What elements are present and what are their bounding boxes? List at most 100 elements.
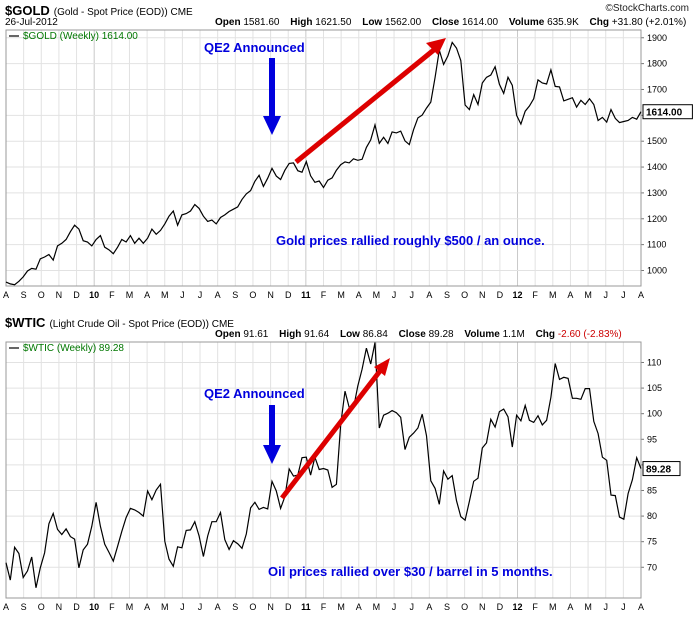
- legend-line-sample-icon: [9, 35, 19, 37]
- x-axis-tick-label: J: [180, 602, 185, 612]
- gold-qe2-annotation: QE2 Announced: [204, 40, 305, 55]
- x-axis-tick-label: J: [621, 290, 626, 300]
- last-price-box: [642, 104, 693, 120]
- legend-line-sample-icon: [9, 347, 19, 349]
- x-axis-tick-label: 10: [89, 602, 99, 612]
- x-axis-tick-label: 11: [301, 602, 311, 612]
- x-axis-tick-label: M: [161, 290, 169, 300]
- x-axis-tick-label: J: [603, 290, 608, 300]
- gold-header: $GOLD (Gold - Spot Price (EOD)) CME: [5, 2, 193, 20]
- x-axis-tick-label: J: [198, 290, 203, 300]
- low-value: 1562.00: [385, 17, 422, 28]
- x-axis-tick-label: M: [126, 602, 134, 612]
- y-axis-tick-label: 110: [647, 357, 661, 367]
- x-axis-tick-label: A: [215, 290, 221, 300]
- x-axis-tick-label: A: [356, 602, 362, 612]
- volume-value: 635.9K: [547, 17, 579, 28]
- quote-open: Open 91.61: [215, 329, 268, 340]
- x-axis-tick-label: F: [321, 290, 327, 300]
- x-axis-tick-label: D: [497, 602, 504, 612]
- oil-rally-arrow-icon: [280, 358, 390, 500]
- x-axis-tick-label: D: [285, 602, 292, 612]
- close-value: 1614.00: [461, 17, 499, 28]
- x-axis-tick-label: M: [126, 290, 134, 300]
- y-axis-tick-label: 1200: [647, 214, 667, 224]
- x-axis-tick-label: M: [373, 290, 381, 300]
- y-axis-tick-label: 100: [647, 409, 662, 419]
- oil-rally-note: Oil prices rallied over $30 / barrel in …: [268, 564, 553, 579]
- last-price-box: [642, 461, 681, 477]
- gold-rally-note: Gold prices rallied roughly $500 / an ou…: [276, 233, 545, 248]
- y-axis-tick-label: 105: [647, 383, 662, 393]
- y-axis-tick-label: 1300: [647, 188, 667, 198]
- x-axis-tick-label: D: [73, 290, 80, 300]
- y-axis-tick-label: 95: [647, 434, 657, 444]
- quote-low: Low 1562.00: [362, 17, 421, 28]
- x-axis-tick-label: M: [549, 602, 557, 612]
- x-axis-tick-label: D: [285, 290, 292, 300]
- quote-close: Close 89.28: [399, 329, 454, 340]
- x-axis-tick-label: M: [584, 290, 592, 300]
- x-axis-tick-label: F: [109, 290, 115, 300]
- open-value: 91.61: [243, 329, 269, 340]
- x-axis-tick-label: S: [21, 290, 27, 300]
- price-line: [5, 342, 642, 588]
- x-axis-tick-label: J: [392, 290, 397, 300]
- x-axis-tick-label: N: [56, 602, 63, 612]
- low-value: 86.84: [362, 329, 388, 340]
- oil-legend-label: $WTIC (Weekly) 89.28: [23, 343, 124, 354]
- gold-chart-panel: A S O N D 10 F M A M J J A S O N D 11 F M A M J J A S O N D 12 F M A M J J A…: [3, 2, 693, 300]
- oil-legend: $WTIC (Weekly) 89.28: [9, 343, 124, 354]
- chg-label: Chg: [589, 17, 609, 28]
- y-axis-tick-label: 85: [647, 485, 657, 495]
- quote-high: High 91.64: [279, 329, 329, 340]
- gold-date: 26-Jul-2012: [5, 17, 58, 28]
- y-axis-tick-label: 1700: [647, 84, 667, 94]
- x-axis-tick-label: N: [267, 290, 274, 300]
- y-axis-tick-label: 1400: [647, 162, 667, 172]
- y-axis-tick-label: 1500: [647, 136, 667, 146]
- x-axis-tick-label: N: [267, 602, 274, 612]
- oil-chart-panel: A S O N D 10 F M A M J J A S O N D 11 F M A M J J A S O N D 12 F M A M J J A…: [0, 312, 695, 624]
- x-axis-tick-label: N: [479, 602, 486, 612]
- x-axis-tick-label: A: [638, 290, 644, 300]
- stockcharts-watermark: ©StockCharts.com: [605, 3, 689, 14]
- x-axis-tick-label: J: [392, 602, 397, 612]
- plot-border: [5, 29, 642, 287]
- open-label: Open: [215, 329, 241, 340]
- oil-symbol: $WTIC: [5, 315, 46, 330]
- x-axis-tick-label: A: [567, 290, 573, 300]
- gold-symbol: $GOLD: [5, 3, 50, 18]
- x-axis-tick-label: N: [479, 290, 486, 300]
- volume-label: Volume: [464, 329, 500, 340]
- quote-volume: Volume 1.1M: [464, 329, 524, 340]
- x-axis-tick-label: S: [444, 602, 450, 612]
- x-axis-tick-label: J: [409, 290, 414, 300]
- x-axis-tick-label: O: [249, 290, 256, 300]
- y-axis-tick-label: 1000: [647, 265, 667, 275]
- x-axis-tick-label: J: [603, 602, 608, 612]
- quote-high: High 1621.50: [290, 17, 351, 28]
- x-axis-tick-label: S: [21, 602, 27, 612]
- x-axis-tick-label: M: [161, 602, 169, 612]
- x-axis-tick-label: 12: [513, 290, 523, 300]
- x-axis-tick-label: O: [38, 602, 45, 612]
- x-axis-tick-label: M: [337, 602, 345, 612]
- x-axis-tick-label: M: [337, 290, 345, 300]
- chg-value: -2.60 (-2.83%): [557, 329, 622, 340]
- price-line: [5, 41, 642, 286]
- chg-value: +31.80 (+2.01%): [611, 17, 687, 28]
- quote-close: Close 1614.00: [432, 17, 498, 28]
- x-axis-tick-label: S: [232, 602, 238, 612]
- y-axis-tick-label: 80: [647, 511, 657, 521]
- x-axis-tick-label: A: [426, 290, 432, 300]
- x-axis-tick-label: M: [373, 602, 381, 612]
- gold-legend: $GOLD (Weekly) 1614.00: [9, 31, 138, 42]
- x-axis-tick-label: J: [409, 602, 414, 612]
- x-axis-tick-label: A: [426, 602, 432, 612]
- x-axis-tick-label: A: [356, 290, 362, 300]
- high-label: High: [279, 329, 302, 340]
- y-axis-tick-label: 1100: [647, 240, 666, 250]
- chg-label: Chg: [535, 329, 556, 340]
